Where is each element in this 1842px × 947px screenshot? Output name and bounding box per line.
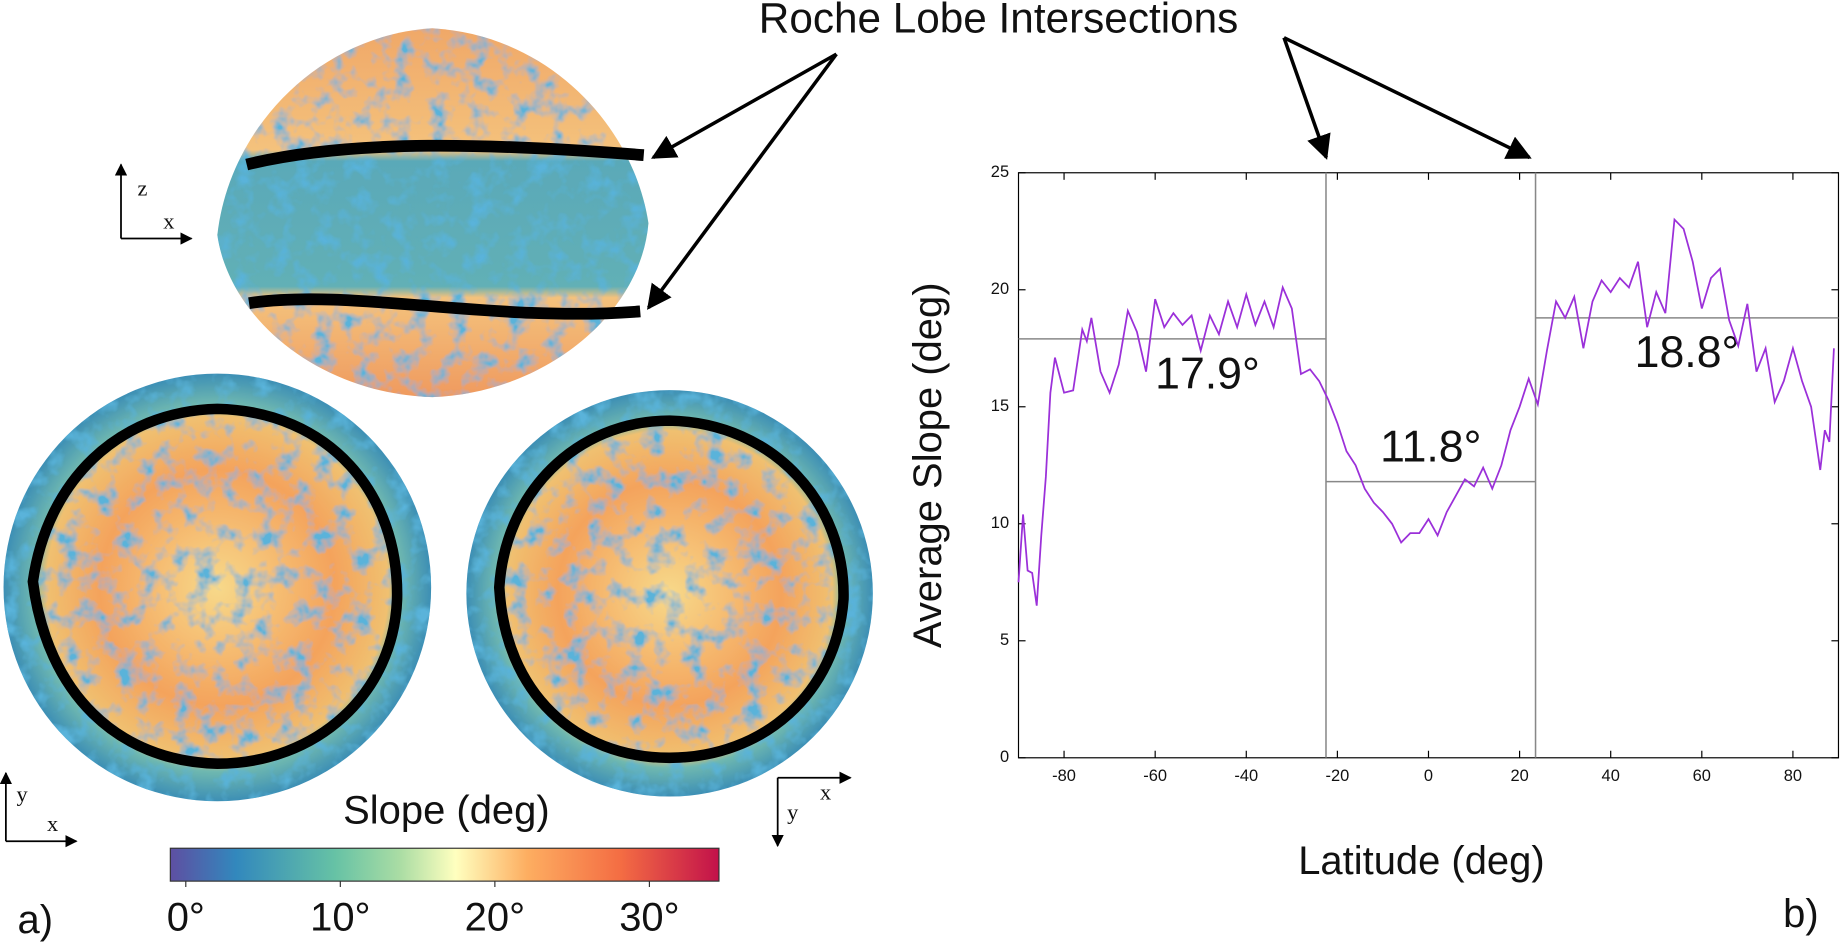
callout-arrows — [646, 36, 1532, 310]
x-tick-label: 20 — [1510, 767, 1528, 785]
asteroid-top-view — [3, 373, 432, 802]
axis-glyph: z — [137, 176, 147, 201]
x-tick-label: 0 — [1424, 767, 1433, 785]
region-mean-label: 18.8° — [1635, 328, 1740, 377]
y-axis-label: Average Slope (deg) — [906, 282, 950, 648]
axis-glyph: y — [16, 782, 28, 807]
y-tick-label: 20 — [991, 280, 1009, 298]
asteroid-bottom-view — [466, 390, 873, 797]
x-tick-label: -20 — [1325, 767, 1349, 785]
x-tick-label: -40 — [1234, 767, 1258, 785]
panel-label: a) — [17, 898, 53, 942]
colorbar — [169, 847, 720, 882]
callout: Roche Lobe Intersections — [759, 0, 1238, 41]
axis-glyph: y — [787, 799, 799, 824]
slope-line — [1017, 217, 1835, 606]
y-tick-label: 0 — [1000, 748, 1009, 766]
colorbar-tick-label: 10° — [310, 895, 370, 939]
x-tick-label: 80 — [1784, 767, 1802, 785]
y-tick-label: 5 — [1000, 631, 1009, 649]
coordinate-axes — [0, 163, 852, 848]
y-tick-label: 25 — [991, 163, 1009, 181]
x-tick-label: -60 — [1143, 767, 1167, 785]
axis-glyph: x — [47, 811, 58, 836]
x-tick-label: 60 — [1693, 767, 1711, 785]
axis-glyph: x — [820, 779, 831, 804]
colorbar-label: Slope (deg) — [343, 789, 549, 833]
colorbar-tick-label: 0° — [167, 895, 205, 939]
roche-boundary — [245, 139, 645, 320]
x-tick-label: 40 — [1602, 767, 1620, 785]
asteroid-side-view — [217, 28, 649, 398]
x-axis-label: Latitude (deg) — [1298, 839, 1544, 883]
roche-boundary — [493, 415, 849, 764]
y-tick-label: 10 — [991, 514, 1009, 532]
region-mean-label: 17.9° — [1155, 349, 1260, 398]
y-tick-label: 15 — [991, 397, 1009, 415]
region-mean-label: 11.8° — [1380, 423, 1481, 472]
roche-boundary — [27, 403, 403, 769]
axis-glyph: x — [163, 208, 174, 233]
colorbar-tick-label: 30° — [619, 895, 679, 939]
panel-label: b) — [1783, 892, 1819, 936]
colorbar-tick-label: 20° — [465, 895, 525, 939]
x-tick-label: -80 — [1052, 767, 1076, 785]
